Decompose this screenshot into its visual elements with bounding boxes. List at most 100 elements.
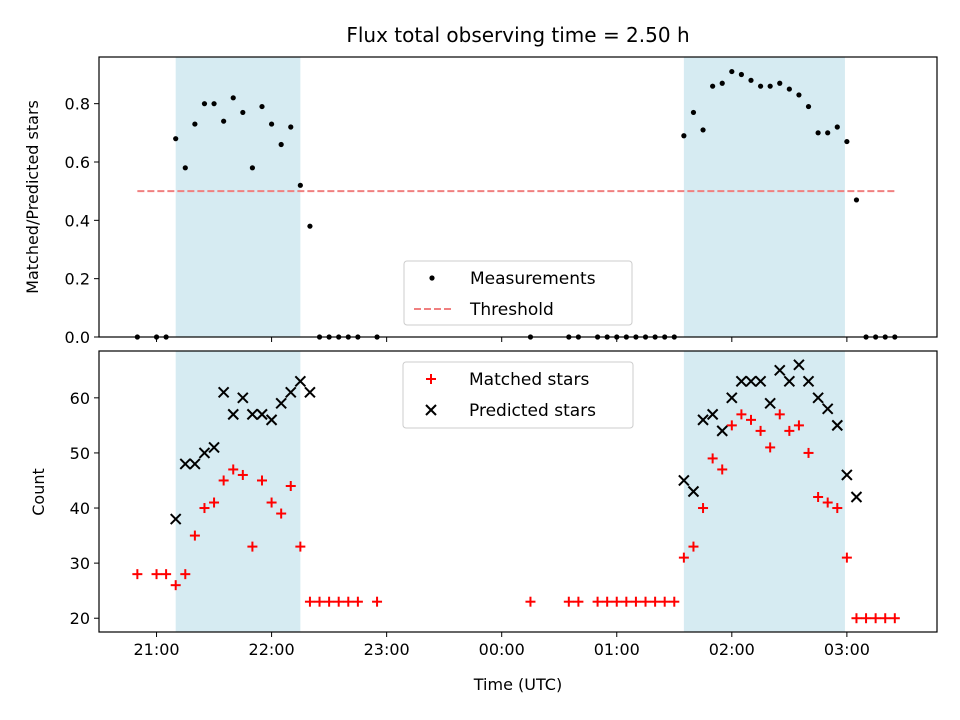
bottom-predicted-star-point: [217, 386, 230, 399]
top-measurement-point: [182, 165, 188, 171]
top-measurement-point: [777, 80, 783, 86]
top-measurement-point: [211, 101, 217, 107]
bottom-matched-star-point: [237, 469, 248, 480]
bottom-matched-star-point: [669, 596, 680, 607]
bottom-predicted-star-point: [850, 491, 863, 503]
legend-predicted-swatch: [425, 404, 437, 416]
bottom-predicted-star-point: [208, 441, 220, 454]
legend-label-1: Predicted stars: [469, 401, 596, 421]
bottom-predicted-star-point: [275, 397, 287, 410]
bottom-matched-star-point: [611, 596, 622, 607]
bottom-matched-star-point: [678, 552, 689, 563]
chart-title: Flux total observing time = 2.50 h: [346, 23, 689, 47]
bottom-panel: 20 30 40 50 60 21:00 22:00 23:00 00:00 01:00 02:00…: [70, 350, 938, 659]
bottom-matched-star-point: [851, 613, 862, 624]
bottom-matched-star-point: [573, 596, 584, 607]
legend-label-0: Matched stars: [469, 370, 589, 390]
bottom-predicted-star-point: [169, 513, 182, 525]
top-measurement-point: [767, 83, 773, 89]
bottom-matched-star-point: [256, 475, 267, 486]
top-measurement-point: [288, 124, 294, 130]
x-tick-label: 23:00: [364, 640, 410, 659]
bottom-matched-star-point: [170, 580, 181, 591]
bottom-matched-star-point: [372, 596, 383, 607]
top-measurement-point: [201, 101, 208, 107]
bottom-matched-star-point: [343, 596, 354, 607]
bottom-predicted-star-point: [294, 375, 307, 388]
bottom-predicted-star-point: [687, 485, 700, 498]
bottom-matched-star-point: [151, 569, 162, 580]
bottom-matched-star-point: [640, 596, 651, 607]
bottom-predicted-star-point: [256, 408, 268, 421]
top-measurement-point: [786, 86, 792, 92]
top-y-tick-label: 0.0: [65, 328, 90, 347]
x-tick-label: 21:00: [133, 640, 179, 659]
bottom-predicted-star-point: [735, 375, 748, 388]
bottom-matched-star-point: [602, 596, 613, 607]
bottom-predicted-star-point: [793, 359, 805, 371]
bottom-matched-star-point: [813, 492, 824, 503]
top-measurement-point: [249, 165, 256, 171]
bottom-predicted-star-point: [697, 414, 709, 426]
bottom-y-tick-label: 60: [70, 389, 90, 408]
bottom-matched-star-point: [525, 596, 536, 607]
top-measurement-point: [805, 103, 812, 110]
bottom-matched-star-point: [592, 596, 603, 607]
bottom-matched-star-point: [870, 613, 881, 624]
top-measurement-point: [748, 77, 754, 83]
bottom-y-axis-label: Count: [29, 468, 48, 516]
bottom-matched-star-point: [228, 464, 239, 475]
bottom-predicted-star-point: [265, 414, 278, 426]
bottom-predicted-star-point: [726, 392, 738, 404]
bottom-matched-star-point: [218, 475, 229, 486]
top-measurement-point: [230, 95, 236, 101]
bottom-predicted-star-point: [831, 419, 843, 432]
bottom-matched-star-point: [189, 530, 200, 541]
top-measurement-point: [815, 130, 821, 136]
bottom-matched-star-point: [832, 503, 843, 514]
bottom-predicted-star-point: [802, 375, 815, 388]
bottom-matched-star-point: [563, 596, 574, 607]
bottom-matched-star-point: [726, 420, 737, 431]
bottom-y-tick-label: 50: [70, 444, 90, 463]
bottom-predicted-star-point: [189, 458, 201, 470]
top-measurement-point: [844, 138, 850, 145]
bottom-matched-star-point: [352, 596, 363, 607]
top-legend-box: [403, 260, 633, 326]
top-measurement-point: [700, 127, 706, 133]
bottom-matched-star-point: [333, 596, 344, 607]
legend-label-0: Measurements: [470, 269, 596, 289]
bottom-predicted-star-point: [246, 408, 259, 421]
top-measurement-point: [307, 223, 313, 229]
x-axis-label: Time (UTC): [473, 675, 562, 694]
bottom-predicted-star-point: [285, 386, 297, 399]
bottom-matched-star-point: [755, 425, 766, 436]
bottom-matched-star-point: [266, 497, 277, 508]
bottom-matched-star-point: [285, 480, 296, 491]
top-measurement-point: [690, 109, 697, 116]
top-measurement-point: [719, 80, 725, 86]
top-measurement-point: [738, 71, 745, 78]
bottom-predicted-star-point: [237, 392, 249, 404]
bottom-matched-star-point: [717, 464, 728, 475]
bottom-predicted-star-point: [678, 474, 690, 487]
top-measurement-point: [278, 141, 284, 148]
bottom-matched-star-point: [736, 409, 747, 420]
bottom-y-tick-label: 40: [70, 499, 90, 518]
bottom-matched-star-point: [180, 569, 191, 580]
top-y-tick-label: 0.2: [65, 270, 90, 289]
bottom-predicted-star-point: [179, 458, 192, 470]
bottom-matched-star-point: [247, 541, 258, 552]
bottom-predicted-star-point: [783, 375, 796, 388]
top-measurement-point: [221, 118, 227, 124]
bottom-shaded-interval-1: [683, 351, 845, 632]
top-measurement-point: [259, 103, 265, 110]
bottom-matched-star-point: [630, 596, 641, 607]
bottom-matched-star-point: [745, 414, 756, 425]
top-y-axis-label: Matched/Predicted stars: [23, 100, 42, 294]
top-measurement-point: [825, 130, 831, 136]
top-panel: 0.0 0.2 0.4 0.6 0.8 Measurements Threshold: [65, 56, 938, 347]
top-legend: Measurements Threshold: [403, 260, 633, 326]
bottom-predicted-star-point: [716, 425, 728, 437]
